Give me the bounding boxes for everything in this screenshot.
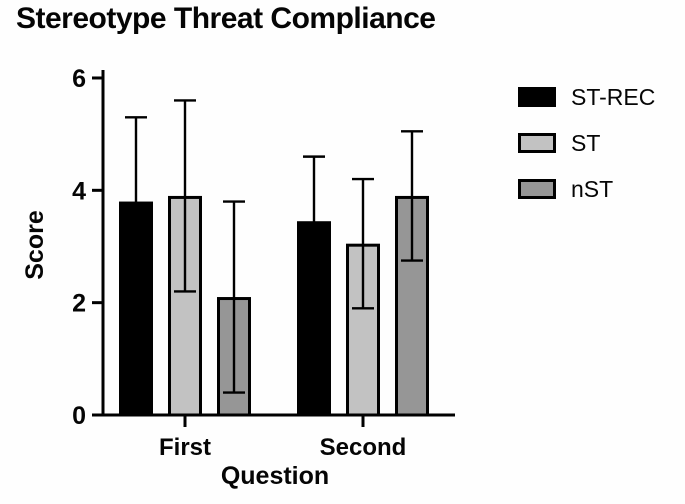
bar-nst-second bbox=[395, 195, 429, 417]
x-category-label: Second bbox=[320, 434, 407, 461]
legend-swatch-st bbox=[518, 133, 556, 153]
y-tick-label: 2 bbox=[72, 290, 86, 318]
x-category-label: First bbox=[159, 434, 211, 461]
chart-title: Stereotype Threat Compliance bbox=[16, 2, 436, 35]
legend-row-st-rec: ST-REC bbox=[518, 84, 655, 110]
legend-row-nst: nST bbox=[518, 176, 655, 202]
y-axis-title: Score bbox=[21, 210, 49, 280]
legend-label: ST-REC bbox=[571, 83, 656, 110]
legend-swatch-nst bbox=[518, 179, 556, 199]
legend-swatch-st-rec bbox=[518, 87, 556, 107]
y-tick-label: 0 bbox=[72, 402, 86, 430]
x-axis-title: Question bbox=[220, 462, 330, 490]
y-tick-label: 6 bbox=[72, 65, 86, 93]
legend-row-st: ST bbox=[518, 130, 655, 156]
legend: ST-REC ST nST bbox=[518, 84, 655, 222]
y-tick-label: 4 bbox=[72, 177, 86, 205]
legend-label: ST bbox=[571, 129, 601, 156]
legend-label: nST bbox=[571, 175, 614, 202]
